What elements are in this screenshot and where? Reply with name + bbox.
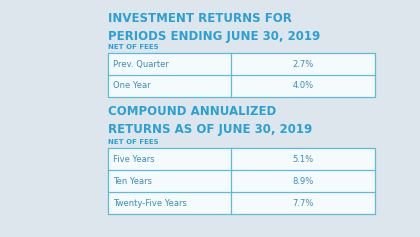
Bar xyxy=(108,53,375,97)
Text: Ten Years: Ten Years xyxy=(113,177,152,186)
Text: COMPOUND ANNUALIZED
RETURNS AS OF JUNE 30, 2019: COMPOUND ANNUALIZED RETURNS AS OF JUNE 3… xyxy=(108,105,312,136)
Text: Twenty-Five Years: Twenty-Five Years xyxy=(113,199,187,208)
Text: INVESTMENT RETURNS FOR
PERIODS ENDING JUNE 30, 2019: INVESTMENT RETURNS FOR PERIODS ENDING JU… xyxy=(108,12,320,43)
Text: 4.0%: 4.0% xyxy=(292,82,313,91)
Text: 8.9%: 8.9% xyxy=(292,177,314,186)
Bar xyxy=(108,148,375,214)
Text: NET OF FEES: NET OF FEES xyxy=(108,139,159,145)
Text: Five Years: Five Years xyxy=(113,155,155,164)
Text: Prev. Quarter: Prev. Quarter xyxy=(113,59,169,68)
Text: 7.7%: 7.7% xyxy=(292,199,314,208)
Text: One Year: One Year xyxy=(113,82,151,91)
Text: NET OF FEES: NET OF FEES xyxy=(108,44,159,50)
Text: 5.1%: 5.1% xyxy=(292,155,313,164)
Text: 2.7%: 2.7% xyxy=(292,59,314,68)
